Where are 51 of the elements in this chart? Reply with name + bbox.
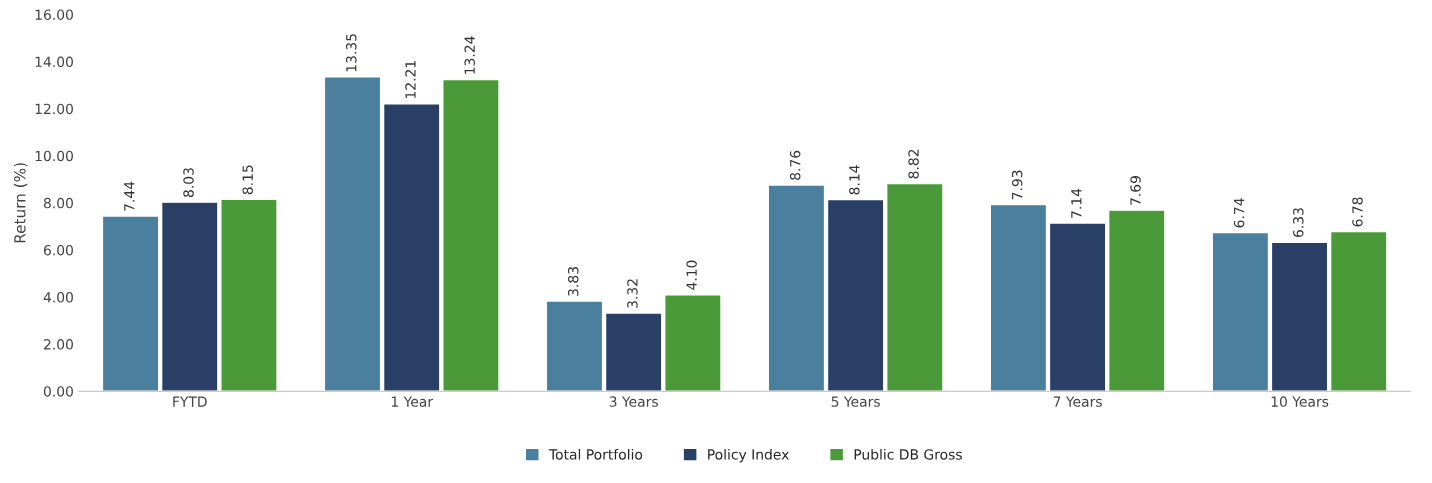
legend-label: Public DB Gross — [854, 448, 962, 460]
bar — [1270, 241, 1329, 392]
x-tick-label: 3 Years — [609, 396, 658, 407]
data-label: 8.82 — [908, 149, 919, 179]
data-label: 7.44 — [124, 181, 135, 211]
data-label: 6.78 — [1352, 197, 1363, 227]
x-tick-label: 5 Years — [831, 396, 880, 407]
bar — [885, 182, 944, 392]
y-tick-label: 0.00 — [43, 386, 73, 397]
data-label: 12.21 — [405, 61, 416, 99]
bar — [545, 300, 604, 392]
bar — [1107, 209, 1166, 392]
x-tick-label: 10 Years — [1271, 396, 1329, 407]
y-tick-label: 6.00 — [43, 244, 73, 256]
data-label: 8.14 — [849, 165, 860, 195]
data-label: 7.93 — [1011, 170, 1023, 200]
y-tick-label: 2.00 — [43, 339, 73, 350]
x-tick-label: 7 Years — [1053, 396, 1102, 407]
bar — [767, 184, 826, 392]
y-tick-label: 16.00 — [35, 9, 73, 20]
data-label: 3.83 — [567, 267, 579, 296]
bar — [323, 76, 382, 392]
data-label: 13.35 — [346, 34, 357, 72]
bar — [101, 215, 160, 392]
data-label: 7.69 — [1130, 176, 1141, 205]
y-tick-label: 8.00 — [43, 197, 73, 209]
data-label: 6.74 — [1233, 198, 1245, 228]
bar — [664, 293, 722, 392]
y-axis-title: Return (%) — [13, 163, 28, 243]
data-label: 8.15 — [242, 165, 253, 195]
bar — [1211, 231, 1270, 392]
x-tick-label: 1 Year — [391, 396, 434, 407]
bar — [989, 203, 1048, 392]
data-label: 8.76 — [789, 150, 801, 180]
legend-label: Policy Index — [708, 448, 789, 463]
bar — [1048, 222, 1107, 392]
y-tick-label: 12.00 — [35, 103, 73, 115]
data-label: 4.10 — [686, 260, 697, 290]
bar — [826, 198, 885, 392]
bar — [1329, 230, 1388, 392]
data-label: 7.14 — [1071, 188, 1082, 218]
data-label: 3.32 — [627, 279, 638, 308]
data-label: 13.24 — [464, 36, 475, 74]
legend-label: Total Portfolio — [548, 448, 643, 460]
x-tick-label: FYTD — [173, 396, 207, 407]
bar — [604, 312, 663, 392]
y-tick-label: 10.00 — [35, 150, 73, 162]
y-tick-label: 4.00 — [43, 292, 73, 303]
y-tick-label: 14.00 — [35, 56, 73, 68]
data-label: 6.33 — [1293, 208, 1304, 238]
data-label: 8.03 — [183, 168, 194, 198]
